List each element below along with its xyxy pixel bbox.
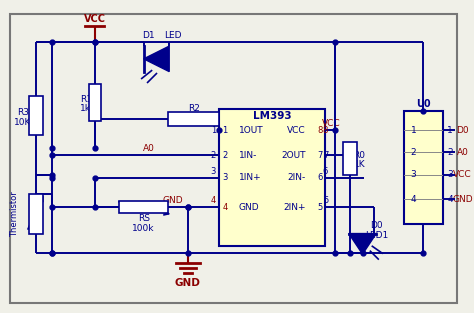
Text: LED1: LED1 — [365, 231, 388, 240]
Text: 1IN+: 1IN+ — [239, 173, 262, 182]
Text: 1K: 1K — [354, 160, 365, 169]
Bar — [343, 142, 356, 175]
Text: U0: U0 — [416, 99, 431, 109]
Text: LED: LED — [164, 31, 182, 40]
Text: 2OUT: 2OUT — [281, 151, 306, 160]
Bar — [219, 109, 325, 246]
Text: D0: D0 — [456, 126, 469, 135]
Text: 4: 4 — [222, 203, 228, 212]
Text: Thermistor: Thermistor — [9, 191, 18, 237]
Text: 2IN-: 2IN- — [287, 173, 306, 182]
Text: 10K: 10K — [14, 118, 32, 127]
Text: 2: 2 — [211, 151, 216, 160]
Text: 2: 2 — [222, 151, 228, 160]
Polygon shape — [144, 46, 169, 72]
Text: RS: RS — [137, 214, 150, 223]
Bar — [404, 111, 443, 224]
Text: 1OUT: 1OUT — [239, 126, 264, 135]
Text: 2IN+: 2IN+ — [283, 203, 306, 212]
Text: 3: 3 — [447, 170, 453, 179]
Text: D0: D0 — [370, 221, 383, 230]
Text: GND: GND — [239, 203, 259, 212]
Bar — [119, 201, 168, 213]
Text: GND: GND — [163, 196, 183, 205]
Text: 7: 7 — [323, 151, 328, 160]
Text: GND: GND — [175, 278, 201, 288]
Text: 6: 6 — [317, 173, 322, 182]
Text: 1k: 1k — [80, 105, 91, 113]
Text: GND: GND — [452, 195, 473, 204]
Text: 1IN-: 1IN- — [239, 151, 257, 160]
Text: 4: 4 — [211, 196, 216, 205]
Bar — [29, 96, 43, 136]
Text: R0: R0 — [354, 151, 365, 160]
Text: 4: 4 — [411, 195, 416, 204]
Text: R2: R2 — [188, 105, 200, 113]
Bar — [89, 85, 100, 121]
Text: VCC: VCC — [83, 14, 106, 23]
Bar — [29, 194, 43, 233]
Text: A0: A0 — [457, 148, 469, 156]
Text: 6: 6 — [323, 167, 328, 176]
Text: 7: 7 — [317, 151, 322, 160]
Text: 1: 1 — [447, 126, 453, 135]
Text: D0: D0 — [196, 118, 209, 127]
Text: 1: 1 — [410, 126, 417, 135]
Text: VCC: VCC — [287, 126, 306, 135]
Text: 8: 8 — [323, 126, 328, 135]
Text: A0: A0 — [143, 144, 155, 153]
Text: 8: 8 — [317, 126, 322, 135]
Text: LM393: LM393 — [253, 111, 292, 121]
Bar — [168, 112, 219, 126]
Text: 2: 2 — [411, 148, 416, 156]
Text: 2: 2 — [447, 148, 453, 156]
Text: 5: 5 — [317, 203, 322, 212]
Text: D1: D1 — [142, 31, 155, 40]
Text: 1: 1 — [211, 126, 216, 135]
Text: R1: R1 — [80, 95, 92, 104]
Text: VCC: VCC — [322, 119, 340, 128]
Text: 100k: 100k — [132, 224, 155, 233]
Text: 3: 3 — [222, 173, 228, 182]
Text: R3: R3 — [17, 108, 29, 117]
Text: 10K: 10K — [185, 114, 202, 123]
Text: 5: 5 — [323, 196, 328, 205]
Text: 1: 1 — [222, 126, 228, 135]
Text: 3: 3 — [410, 170, 417, 179]
Text: 3: 3 — [210, 167, 216, 176]
Polygon shape — [349, 233, 376, 254]
Text: VCC: VCC — [453, 170, 472, 179]
Text: 4: 4 — [447, 195, 453, 204]
